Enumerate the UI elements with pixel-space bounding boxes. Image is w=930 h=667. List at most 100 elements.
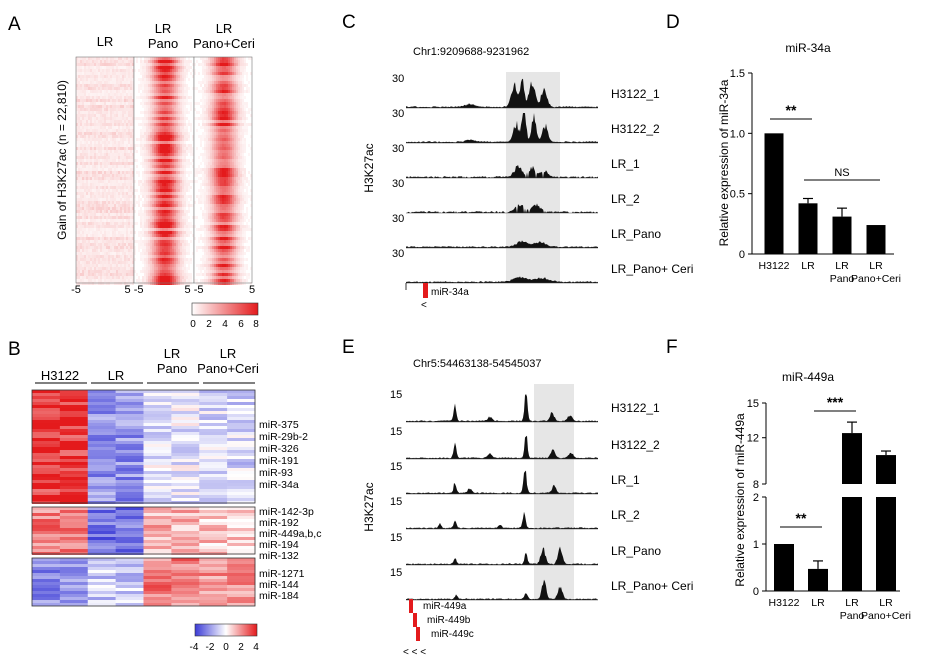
heatmap-cell xyxy=(158,225,160,228)
heatmap-cell xyxy=(174,168,176,171)
heatmap-cell xyxy=(186,129,188,132)
heatmap-cell xyxy=(188,246,190,249)
heatmap-cell xyxy=(158,153,160,156)
heatmap-cell xyxy=(110,144,112,147)
heatmap-cell xyxy=(170,231,172,234)
heatmap-cell xyxy=(210,99,212,102)
heatmap-cell xyxy=(242,123,244,126)
heatmap-cell xyxy=(124,228,126,231)
heatmap-cell xyxy=(142,93,144,96)
heatmap-cell xyxy=(168,234,170,237)
heatmap-cell xyxy=(222,159,224,162)
heatmap-cell xyxy=(208,147,210,150)
heatmap-cell xyxy=(164,237,166,240)
heatmap-cell xyxy=(78,165,80,168)
heatmap-cell xyxy=(112,117,114,120)
heatmap-cell xyxy=(202,63,204,66)
heatmap-cell xyxy=(150,213,152,216)
heatmap-cell xyxy=(128,192,130,195)
heatmap-cell xyxy=(88,99,90,102)
heatmap-cell xyxy=(98,201,100,204)
heatmap-cell xyxy=(218,138,220,141)
heatmap-cell xyxy=(174,222,176,225)
heatmap-cell xyxy=(156,120,158,123)
heatmap-cell xyxy=(128,96,130,99)
heatmap-cell xyxy=(220,153,222,156)
heatmap-cell xyxy=(174,159,176,162)
heatmap-cell xyxy=(90,57,92,60)
heatmap-cell xyxy=(134,150,136,153)
heatmap-cell xyxy=(114,153,116,156)
heatmap-cell xyxy=(236,90,238,93)
heatmap-cell xyxy=(154,261,156,264)
heatmap-cell xyxy=(130,99,132,102)
heatmap-cell xyxy=(216,66,218,69)
heatmap-cell xyxy=(226,138,228,141)
heatmap-cell xyxy=(88,75,90,78)
heatmap-cell xyxy=(142,189,144,192)
heatmap-cell xyxy=(168,228,170,231)
heatmap-cell xyxy=(216,138,218,141)
heatmap-cell xyxy=(112,171,114,174)
heatmap-cell xyxy=(148,93,150,96)
heatmap-cell xyxy=(108,69,110,72)
heatmap-cell xyxy=(132,162,134,165)
heatmap-cell xyxy=(110,132,112,135)
heatmap-cell xyxy=(130,60,132,63)
heatmap-cell xyxy=(106,186,108,189)
heatmap-cell xyxy=(180,165,182,168)
heatmap-cell xyxy=(80,165,82,168)
heatmap-cell xyxy=(178,69,180,72)
heatmap-cell xyxy=(104,78,106,81)
heatmap-cell xyxy=(96,276,98,279)
heatmap-cell xyxy=(150,156,152,159)
heatmap-cell xyxy=(112,216,114,219)
heatmap-cell xyxy=(168,225,170,228)
heatmap-cell xyxy=(102,282,104,285)
heatmap-cell xyxy=(130,120,132,123)
heatmap-cell xyxy=(84,174,86,177)
heatmap-cell xyxy=(90,180,92,183)
heatmap-cell xyxy=(112,255,114,258)
heatmap-cell xyxy=(126,105,128,108)
heatmap-cell xyxy=(84,108,86,111)
heatmap-cell xyxy=(100,264,102,267)
heatmap-cell xyxy=(106,84,108,87)
heatmap-cell xyxy=(160,201,162,204)
heatmap-cell xyxy=(144,72,146,75)
heatmap-cell xyxy=(122,69,124,72)
heatmap-cell xyxy=(124,267,126,270)
heatmap-cell xyxy=(204,111,206,114)
heatmap-cell xyxy=(234,66,236,69)
heatmap-cell xyxy=(138,246,140,249)
heatmap-cell xyxy=(202,93,204,96)
heatmap-cell xyxy=(242,63,244,66)
heatmap-cell xyxy=(116,99,118,102)
heatmap-cell xyxy=(88,228,90,231)
heatmap-cell xyxy=(80,159,82,162)
heatmap-cell xyxy=(174,258,176,261)
heatmap-cell xyxy=(126,240,128,243)
heatmap-cell xyxy=(206,141,208,144)
heatmap-cell xyxy=(110,63,112,66)
heatmap-cell xyxy=(154,267,156,270)
heatmap-cell xyxy=(154,105,156,108)
heatmap-cell xyxy=(96,108,98,111)
heatmap-cell xyxy=(180,111,182,114)
heatmap-cell xyxy=(212,96,214,99)
heatmap-cell xyxy=(166,204,168,207)
heatmap-cell xyxy=(148,60,150,63)
heatmap-cell xyxy=(128,60,130,63)
heatmap-cell xyxy=(76,144,78,147)
heatmap-cell xyxy=(164,114,166,117)
heatmap-cell xyxy=(146,270,148,273)
heatmap-cell xyxy=(166,171,168,174)
heatmap-cell xyxy=(210,84,212,87)
heatmap-cell xyxy=(98,195,100,198)
heatmap-cell xyxy=(124,216,126,219)
heatmap-cell xyxy=(126,252,128,255)
heatmap-cell xyxy=(246,78,248,81)
heatmap-cell xyxy=(184,240,186,243)
heatmap-cell xyxy=(132,198,134,201)
heatmap-cell xyxy=(208,162,210,165)
